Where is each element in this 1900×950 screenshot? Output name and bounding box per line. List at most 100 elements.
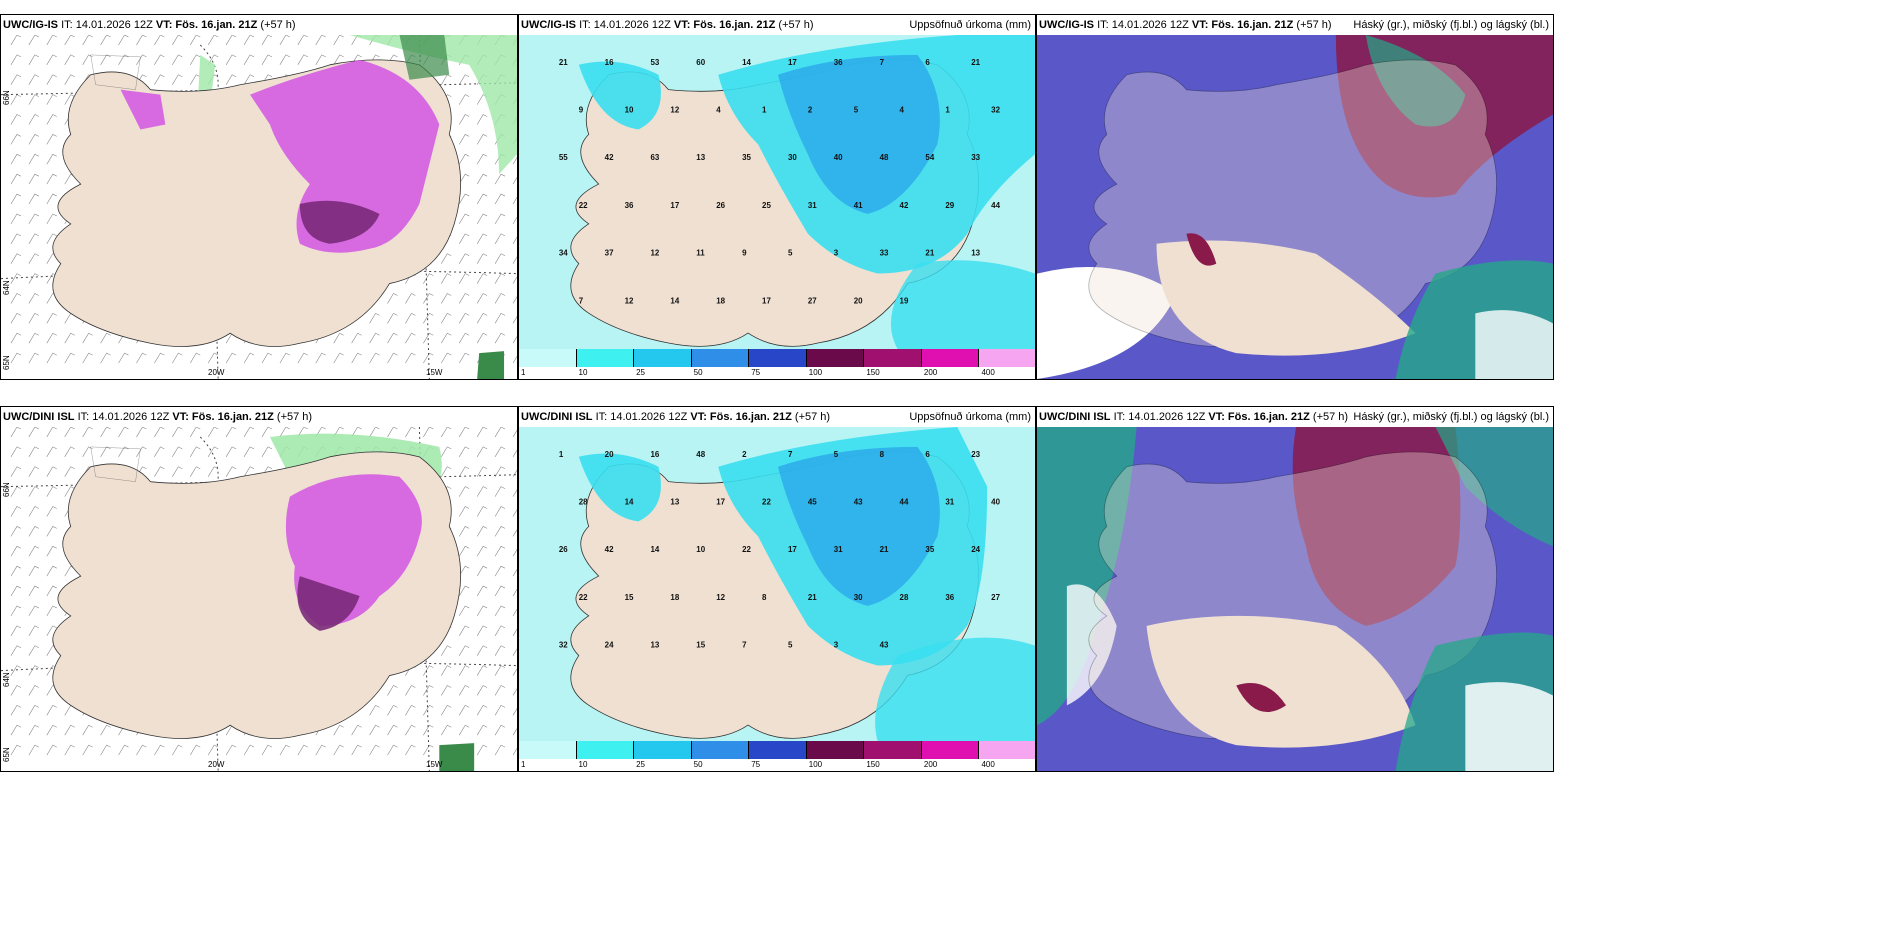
- wind-barb: [405, 427, 416, 438]
- wind-barb: [279, 352, 291, 364]
- wind-barb: [82, 35, 93, 46]
- wind-barb: [154, 446, 165, 457]
- precip-value: 2: [742, 450, 747, 459]
- wind-barb: [351, 352, 362, 364]
- precip-value: 9: [742, 249, 747, 258]
- wind-barb: [207, 427, 219, 438]
- wind-barb: [46, 486, 57, 497]
- wind-barb: [476, 625, 488, 636]
- wind-barb: [476, 526, 488, 537]
- precip-value: 5: [854, 106, 859, 115]
- wind-barb: [243, 35, 255, 46]
- colorbar-swatch: [749, 741, 807, 759]
- precip-value: 17: [670, 201, 679, 210]
- colorbar-tick: 10: [578, 760, 588, 769]
- wind-barb: [28, 312, 39, 324]
- wind-barb: [458, 446, 470, 457]
- wind-barb: [494, 685, 506, 696]
- wind-barb: [387, 704, 398, 716]
- precip-value: 22: [579, 201, 588, 210]
- wind-barb: [172, 352, 183, 364]
- wind-barb: [458, 293, 470, 304]
- colorbar-tick: 50: [693, 368, 703, 377]
- wind-barb: [494, 427, 506, 438]
- wind-barb: [423, 724, 434, 736]
- wind-barb: [458, 312, 470, 324]
- wind-barb: [476, 153, 488, 165]
- wind-barb: [333, 724, 344, 736]
- colorbar-swatch: [749, 349, 807, 367]
- wind-barb: [190, 352, 201, 364]
- wind-barb: [28, 54, 39, 65]
- precip-value: 33: [971, 153, 980, 162]
- wind-barb: [10, 466, 22, 477]
- colorbar-swatch: [691, 741, 750, 759]
- precip-value: 9: [579, 106, 584, 115]
- wind-barb: [10, 193, 22, 205]
- wind-barb: [494, 565, 506, 577]
- wind-barb: [225, 74, 237, 85]
- wind-barb: [458, 486, 470, 497]
- wind-barb: [476, 665, 488, 676]
- wind-barb: [441, 332, 452, 344]
- wind-barb: [297, 427, 308, 438]
- wind-barb: [476, 253, 488, 264]
- precip-value: 12: [670, 106, 679, 115]
- wind-barb: [333, 35, 344, 46]
- panel-header: UWC/DINI ISL IT: 14.01.2026 12Z VT: Fös.…: [1, 407, 517, 427]
- wind-barb: [28, 352, 39, 364]
- precip-value: 29: [945, 201, 954, 210]
- precip-value: 41: [854, 201, 863, 210]
- wind-barb: [172, 466, 183, 477]
- precip-value: 7: [742, 641, 747, 650]
- wind-barb: [405, 685, 416, 696]
- precip-value: 54: [925, 153, 934, 162]
- wind-barb: [333, 352, 344, 364]
- wind-barb: [351, 744, 362, 756]
- wind-barb: [494, 704, 506, 716]
- precip-value: 55: [559, 153, 568, 162]
- wind-barb: [154, 466, 165, 477]
- wind-barb: [458, 134, 470, 145]
- wind-barb: [458, 704, 470, 716]
- wind-barb: [476, 173, 488, 185]
- wind-barb: [512, 236, 517, 244]
- precip-value: 18: [716, 296, 725, 305]
- wind-barb: [243, 427, 255, 438]
- wind-barb: [46, 704, 57, 716]
- wind-barb: [28, 173, 39, 185]
- wind-barb: [458, 332, 470, 344]
- wind-barb: [46, 312, 57, 324]
- wind-barb: [369, 352, 380, 364]
- wind-barb: [512, 728, 517, 736]
- wind-barb: [225, 54, 237, 65]
- wind-barb: [494, 526, 506, 537]
- precip-value: 15: [625, 593, 634, 602]
- precip-value: 24: [605, 641, 614, 650]
- precip-value: 17: [788, 58, 797, 67]
- wind-barb: [28, 153, 39, 165]
- wind-barb: [512, 196, 517, 205]
- wind-barb: [64, 54, 75, 65]
- wind-barb: [279, 744, 291, 756]
- wind-barb: [512, 176, 517, 185]
- wind-barb: [387, 352, 398, 364]
- wind-barb: [458, 545, 470, 557]
- wind-barb: [28, 565, 39, 577]
- wind-barb: [46, 446, 57, 457]
- wind-barb: [476, 114, 488, 125]
- wind-barb: [261, 352, 273, 364]
- precip-value: 5: [788, 249, 793, 258]
- wind-barb: [172, 54, 183, 65]
- colorbar-tick: 200: [923, 760, 938, 769]
- colorbar-swatch: [691, 349, 750, 367]
- wind-barb: [458, 74, 470, 85]
- lat-label: 64N: [2, 280, 11, 295]
- precip-value: 27: [991, 593, 1000, 602]
- precip-value: 13: [971, 249, 980, 258]
- wind-barb: [46, 466, 57, 477]
- wind-barb: [118, 427, 129, 438]
- wind-barb: [172, 427, 183, 438]
- ig-snow-panel: UWC/IG-IS IT: 14.01.2026 12Z VT: Fös. 16…: [0, 14, 518, 380]
- panel-header: UWC/IG-IS IT: 14.01.2026 12Z VT: Fös. 16…: [519, 15, 1035, 35]
